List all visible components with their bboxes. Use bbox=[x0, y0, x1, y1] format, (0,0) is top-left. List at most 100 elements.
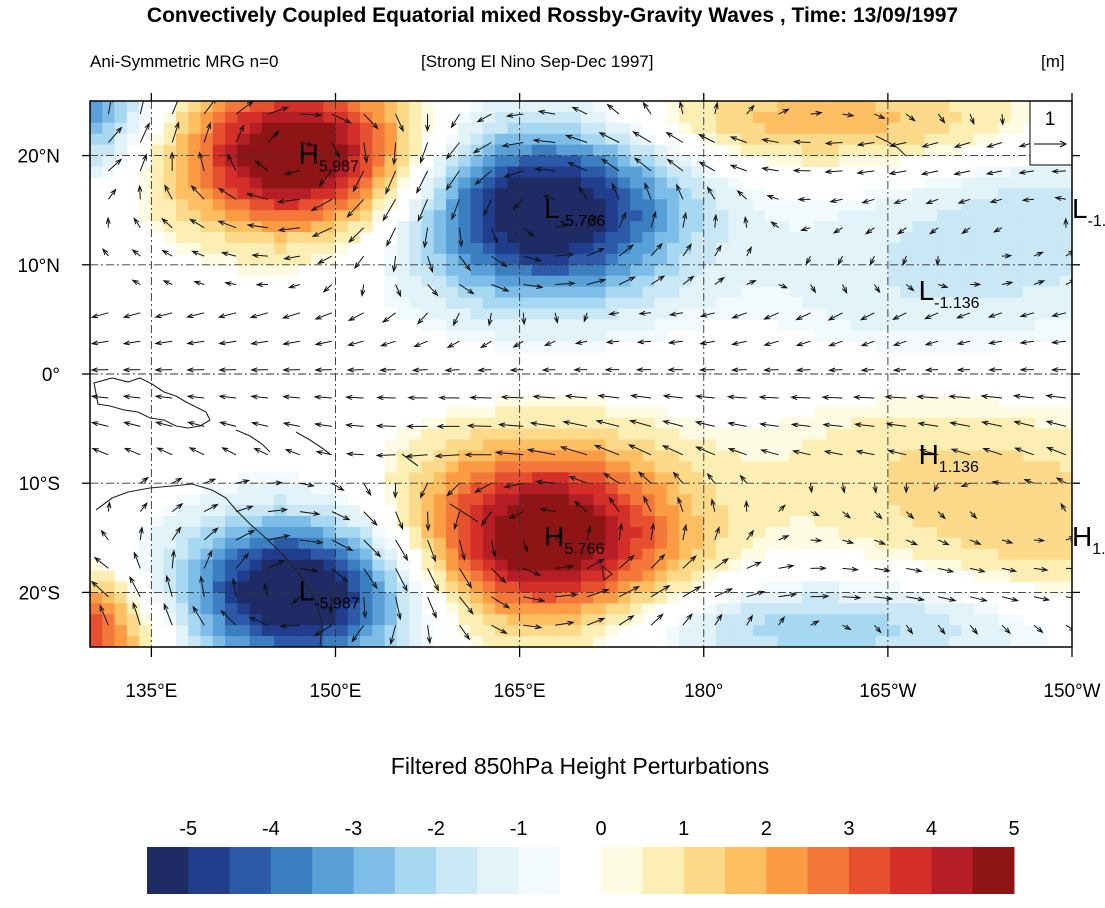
wind-vector bbox=[859, 312, 875, 321]
field-cell bbox=[225, 505, 238, 517]
field-cell bbox=[384, 548, 398, 561]
field-cell bbox=[1010, 166, 1024, 179]
field-cell bbox=[961, 199, 975, 211]
wind-vector bbox=[497, 422, 524, 428]
wind-vector bbox=[129, 575, 141, 598]
field-cell bbox=[679, 319, 693, 331]
field-cell bbox=[973, 483, 987, 495]
field-cell bbox=[581, 232, 594, 244]
field-cell bbox=[323, 537, 337, 550]
field-cell bbox=[458, 286, 472, 299]
field-cell bbox=[593, 221, 607, 233]
wind-vector bbox=[284, 449, 301, 456]
field-cell bbox=[789, 264, 803, 277]
field-cell bbox=[139, 559, 152, 572]
field-cell bbox=[973, 242, 987, 255]
field-cell bbox=[421, 570, 435, 583]
wind-vector bbox=[344, 422, 364, 428]
field-cell bbox=[986, 330, 999, 342]
field-cell bbox=[887, 101, 901, 113]
field-cell bbox=[728, 537, 742, 550]
field-cell bbox=[642, 406, 656, 419]
field-cell bbox=[1022, 472, 1036, 484]
field-cell bbox=[1010, 483, 1024, 495]
wind-vector bbox=[903, 483, 909, 494]
field-cell bbox=[593, 166, 607, 179]
field-cell bbox=[396, 636, 410, 647]
field-cell bbox=[568, 144, 582, 157]
field-cell bbox=[630, 559, 643, 572]
field-cell bbox=[458, 297, 472, 310]
field-cell bbox=[605, 450, 619, 462]
field-cell bbox=[912, 472, 926, 484]
field-cell bbox=[679, 253, 693, 266]
field-cell bbox=[433, 188, 447, 200]
wind-vector bbox=[131, 279, 141, 286]
field-cell bbox=[286, 188, 300, 200]
field-cell bbox=[237, 133, 251, 146]
wind-vector bbox=[1046, 447, 1067, 456]
field-cell bbox=[691, 505, 705, 517]
field-cell bbox=[801, 155, 815, 168]
field-cell bbox=[973, 297, 987, 310]
wind-vector bbox=[710, 498, 716, 512]
field-cell bbox=[531, 537, 545, 550]
field-cell bbox=[666, 177, 680, 189]
field-cell bbox=[703, 111, 717, 124]
field-cell bbox=[495, 188, 508, 200]
field-cell bbox=[936, 210, 950, 222]
wind-vector bbox=[331, 113, 352, 124]
field-cell bbox=[728, 472, 742, 484]
field-cell bbox=[949, 559, 963, 572]
field-cell bbox=[175, 177, 189, 189]
field-cell bbox=[163, 515, 177, 528]
wind-vector bbox=[714, 244, 722, 257]
field-cell bbox=[875, 319, 889, 331]
field-cell bbox=[519, 221, 533, 233]
field-cell bbox=[151, 199, 165, 211]
field-cell bbox=[188, 559, 202, 572]
wind-vector bbox=[860, 367, 875, 373]
field-cell bbox=[801, 428, 815, 441]
field-cell bbox=[679, 636, 693, 647]
field-cell bbox=[433, 232, 447, 244]
wind-vector bbox=[122, 421, 141, 427]
wind-vector bbox=[459, 624, 471, 641]
coastline-solomon-islands bbox=[295, 431, 331, 455]
field-cell bbox=[936, 133, 950, 146]
field-cell bbox=[568, 505, 582, 517]
field-cell bbox=[310, 221, 324, 233]
field-cell bbox=[531, 188, 545, 200]
field-cell bbox=[249, 472, 263, 484]
field-cell bbox=[961, 505, 975, 517]
wind-vector bbox=[235, 124, 245, 143]
field-cell bbox=[470, 101, 484, 113]
field-cell bbox=[1010, 548, 1024, 561]
field-cell bbox=[691, 264, 705, 277]
field-cell bbox=[581, 603, 594, 615]
field-cell bbox=[298, 155, 312, 168]
wind-vector bbox=[235, 479, 251, 485]
field-cell bbox=[716, 603, 729, 615]
field-cell bbox=[445, 253, 459, 266]
field-cell bbox=[421, 461, 435, 473]
field-cell bbox=[531, 570, 545, 583]
coastline-new-britain bbox=[235, 429, 271, 453]
field-cell bbox=[372, 537, 386, 550]
field-cell bbox=[740, 232, 754, 244]
field-cell bbox=[225, 614, 238, 626]
field-cell bbox=[998, 614, 1012, 626]
wind-vector bbox=[503, 170, 524, 178]
field-cell bbox=[887, 450, 901, 462]
field-cell bbox=[986, 221, 999, 233]
field-cell bbox=[1010, 101, 1024, 113]
field-cell bbox=[274, 210, 287, 222]
field-cell bbox=[789, 253, 803, 266]
field-cell bbox=[445, 537, 459, 550]
field-cell bbox=[445, 264, 459, 277]
field-cell bbox=[887, 603, 901, 615]
wind-vector bbox=[746, 614, 754, 626]
field-cell bbox=[973, 570, 987, 583]
field-cell bbox=[188, 592, 202, 604]
field-cell bbox=[396, 232, 410, 244]
